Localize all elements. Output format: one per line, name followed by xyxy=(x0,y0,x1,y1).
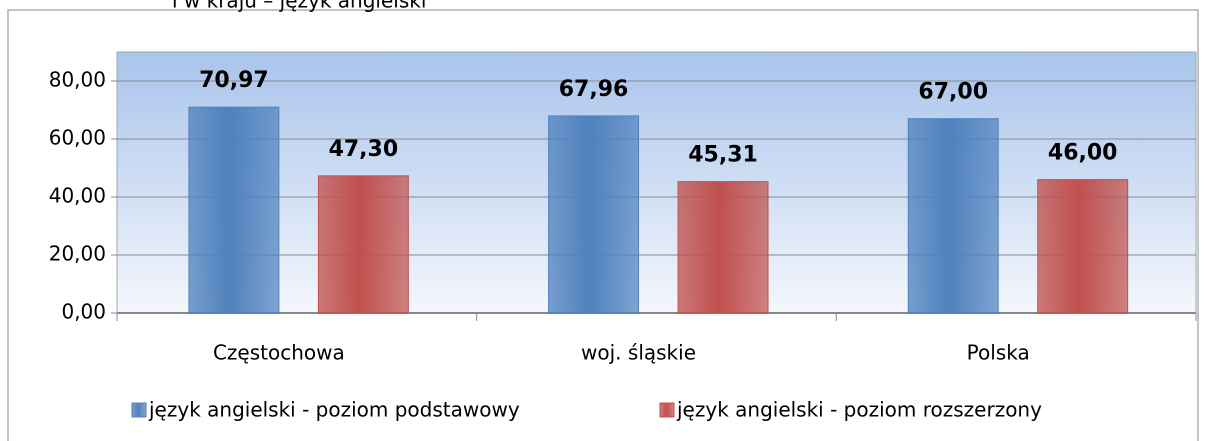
y-tick-label: 40,00 xyxy=(49,184,106,208)
legend-label: język angielski - poziom rozszerzony xyxy=(676,398,1042,422)
x-tick-label: woj. śląskie xyxy=(581,341,696,365)
y-tick-label: 80,00 xyxy=(49,68,106,92)
bar xyxy=(188,106,280,314)
data-label: 46,00 xyxy=(1048,141,1118,166)
x-tick-label: Polska xyxy=(967,341,1030,365)
plot-area xyxy=(116,51,1197,314)
x-tick-label: Częstochowa xyxy=(213,341,345,365)
bar xyxy=(677,181,769,314)
data-label: 67,96 xyxy=(559,77,629,102)
y-tick-label: 20,00 xyxy=(49,242,106,266)
bar xyxy=(1037,179,1129,314)
bar xyxy=(548,115,640,314)
chart-title: i w kraju – język angielski xyxy=(172,0,426,13)
legend-label: język angielski - poziom podstawowy xyxy=(148,398,520,422)
y-tick-label: 60,00 xyxy=(49,126,106,150)
data-label: 47,30 xyxy=(329,137,399,162)
data-label: 70,97 xyxy=(199,68,269,93)
y-tick-label: 0,00 xyxy=(61,300,106,324)
legend-swatch xyxy=(131,402,147,418)
data-label: 45,31 xyxy=(688,143,758,168)
legend-swatch xyxy=(659,402,675,418)
bar xyxy=(317,175,409,314)
data-label: 67,00 xyxy=(918,80,988,105)
bar xyxy=(907,118,999,314)
